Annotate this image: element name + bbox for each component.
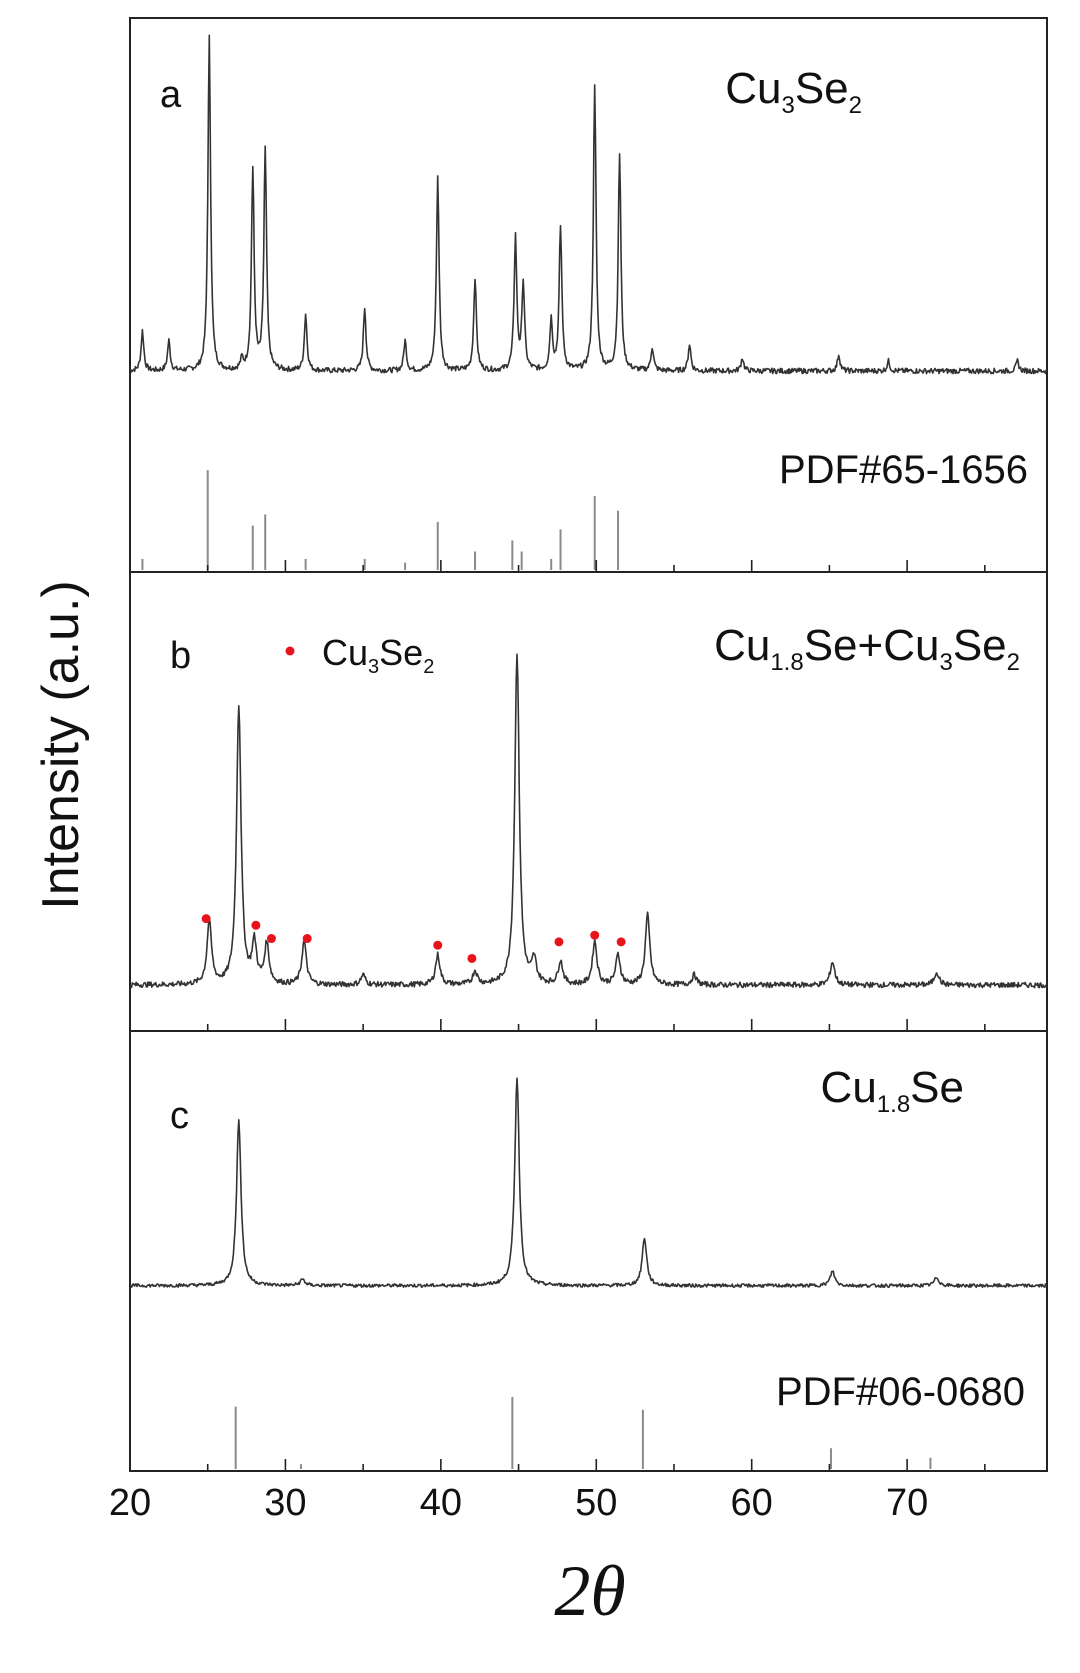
cu3se2-peak-marker [467, 953, 477, 963]
cu3se2-peak-marker [302, 934, 312, 944]
legend-marker [285, 646, 295, 656]
x-tick-label: 20 [109, 1482, 151, 1524]
reference-label: PDF#65-1656 [779, 448, 1028, 492]
plot-frame [129, 17, 1048, 1472]
x-tick-label: 40 [420, 1482, 462, 1524]
xrd-pattern-line [129, 653, 1048, 989]
panel-letter: b [170, 635, 191, 677]
x-tick-label: 70 [886, 1482, 928, 1524]
cu3se2-peak-marker [616, 937, 626, 947]
cu3se2-peak-marker [201, 914, 211, 924]
phase-label: Cu1.8Se [821, 1063, 964, 1118]
cu3se2-peak-marker [433, 940, 443, 950]
xrd-pattern-line [129, 34, 1048, 375]
cu3se2-peak-marker [590, 930, 600, 940]
y-axis-title: Intensity (a.u.) [32, 580, 90, 909]
panel-letter: c [170, 1095, 189, 1137]
xrd-pattern-line [129, 1077, 1048, 1289]
x-axis-title: 2θ [554, 1551, 625, 1631]
x-tick-label: 60 [731, 1482, 773, 1524]
legend-label: Cu3Se2 [322, 632, 434, 678]
x-tick-label: 50 [575, 1482, 617, 1524]
panel-letter: a [160, 74, 182, 116]
cu3se2-peak-marker [266, 934, 276, 944]
phase-label: Cu3Se2 [725, 64, 862, 119]
x-tick-label: 30 [264, 1482, 306, 1524]
phase-label: Cu1.8Se+Cu3Se2 [714, 621, 1020, 676]
reference-label: PDF#06-0680 [776, 1370, 1025, 1414]
cu3se2-peak-marker [251, 920, 261, 930]
cu3se2-peak-marker [554, 937, 564, 947]
